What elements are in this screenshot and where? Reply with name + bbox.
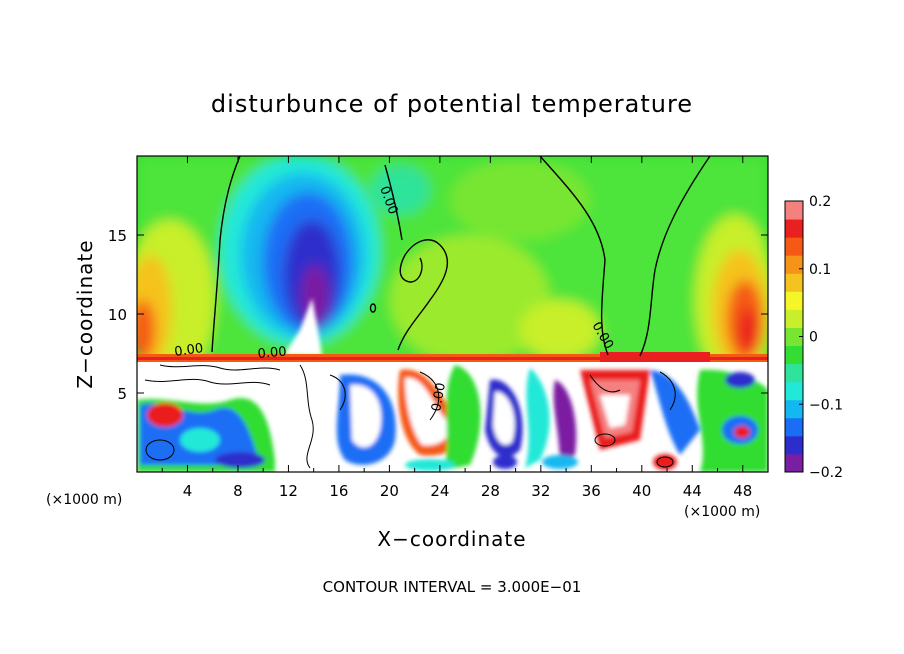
x-tick-label: 36 bbox=[582, 482, 601, 500]
lower-layer bbox=[137, 362, 768, 472]
colorbar-swatch bbox=[785, 399, 803, 419]
y-axis: 5 10 15 bbox=[108, 227, 768, 403]
x-tick-label: 12 bbox=[279, 482, 298, 500]
colorbar-swatch bbox=[785, 345, 803, 365]
contour-label: 0.00 bbox=[173, 341, 204, 360]
x-axis: 4 8 12 16 20 24 28 32 36 40 44 48 bbox=[161, 156, 752, 500]
colorbar-label: 0 bbox=[809, 330, 818, 346]
colorbar-swatch bbox=[785, 273, 803, 292]
y-tick-label: 15 bbox=[108, 227, 127, 245]
x-tick-label: 28 bbox=[481, 482, 500, 500]
x-tick-label: 40 bbox=[632, 482, 651, 500]
x-tick-label: 48 bbox=[733, 482, 752, 500]
colorbar-swatch bbox=[785, 255, 803, 274]
x-tick-label: 8 bbox=[233, 482, 243, 500]
y-tick-label: 10 bbox=[108, 306, 127, 324]
colorbar-swatch bbox=[785, 201, 803, 220]
x-tick-label: 24 bbox=[430, 482, 449, 500]
colorbar-label: 0.2 bbox=[809, 194, 831, 210]
colorbar-swatch bbox=[785, 219, 803, 238]
colorbar-swatch bbox=[785, 237, 803, 256]
x-tick-label: 32 bbox=[531, 482, 550, 500]
colorbar-swatch bbox=[785, 291, 803, 310]
colorbar: 0.2 0.1 0 −0.1 −0.2 bbox=[784, 194, 843, 481]
chart-title: disturbunce of potential temperature bbox=[211, 90, 693, 118]
contour-label: 0.00 bbox=[257, 345, 287, 362]
colorbar-swatch bbox=[785, 381, 803, 401]
contour-interval-note: CONTOUR INTERVAL = 3.000E−01 bbox=[323, 578, 582, 596]
zero-contours bbox=[211, 156, 711, 357]
colorbar-swatch bbox=[785, 417, 803, 437]
heatmap-field bbox=[137, 156, 768, 472]
colorbar-swatch bbox=[785, 435, 803, 455]
x-axis-label: X−coordinate bbox=[377, 527, 526, 551]
x-tick-label: 20 bbox=[380, 482, 399, 500]
contour-label: 0.00 bbox=[429, 382, 449, 413]
colorbar-swatch bbox=[785, 363, 803, 383]
colorbar-label: −0.1 bbox=[809, 397, 843, 413]
colorbar-swatch bbox=[785, 327, 803, 347]
colorbar-label: −0.2 bbox=[809, 465, 843, 481]
x-unit-right: (×1000 m) bbox=[684, 504, 760, 520]
x-tick-label: 16 bbox=[329, 482, 348, 500]
x-unit-left: (×1000 m) bbox=[46, 492, 122, 508]
x-tick-label: 44 bbox=[683, 482, 702, 500]
y-axis-label: Z−coordinate bbox=[73, 239, 97, 388]
y-tick-label: 5 bbox=[117, 385, 127, 403]
colorbar-swatch bbox=[785, 309, 803, 328]
x-tick-label: 4 bbox=[183, 482, 193, 500]
colorbar-label: 0.1 bbox=[809, 262, 831, 278]
colorbar-swatch bbox=[785, 453, 803, 473]
